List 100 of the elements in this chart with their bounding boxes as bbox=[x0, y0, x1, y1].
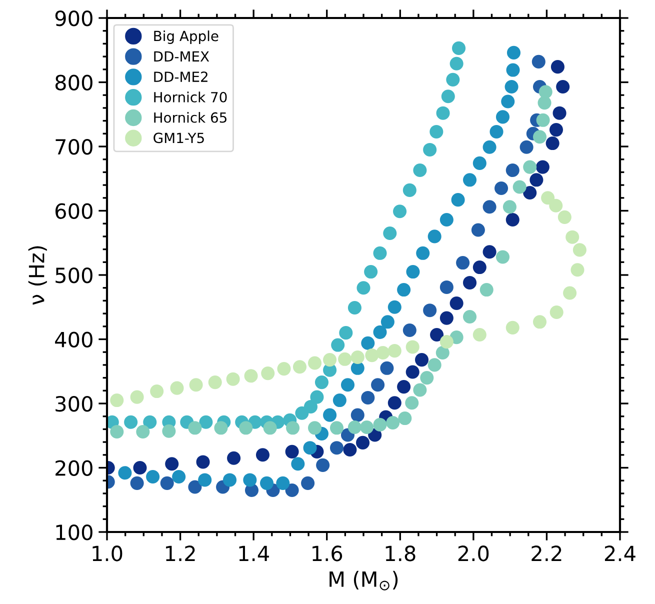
point bbox=[549, 123, 564, 137]
x-tick-label: 1.0 bbox=[92, 546, 122, 562]
point bbox=[546, 136, 560, 150]
point bbox=[520, 140, 534, 154]
point bbox=[506, 320, 520, 334]
point bbox=[496, 110, 510, 124]
point bbox=[530, 173, 544, 187]
x-tick-label: 2.2 bbox=[532, 546, 562, 562]
y-tick-label: 300 bbox=[56, 396, 92, 412]
point bbox=[331, 338, 345, 352]
x-axis-title: M (M$_{⊙}$) bbox=[330, 570, 398, 590]
point bbox=[430, 124, 444, 138]
point bbox=[308, 421, 322, 435]
point bbox=[536, 113, 550, 127]
point bbox=[380, 315, 394, 329]
point bbox=[136, 425, 150, 439]
x-tick-label: 2.4 bbox=[604, 546, 636, 562]
point bbox=[308, 356, 322, 370]
point bbox=[330, 421, 344, 435]
point bbox=[402, 323, 416, 338]
point bbox=[162, 424, 176, 438]
point bbox=[532, 130, 547, 144]
point bbox=[348, 301, 362, 315]
y-tick-label: 700 bbox=[56, 138, 92, 155]
point bbox=[451, 193, 465, 207]
point bbox=[440, 280, 454, 294]
point bbox=[406, 365, 420, 379]
point bbox=[501, 94, 515, 108]
point bbox=[541, 191, 555, 205]
point bbox=[502, 200, 516, 214]
point bbox=[330, 441, 344, 455]
y-tick-label: 100 bbox=[56, 524, 92, 540]
point bbox=[398, 412, 412, 426]
y-tick-label: 500 bbox=[56, 267, 92, 284]
point bbox=[423, 304, 437, 318]
point bbox=[356, 281, 370, 295]
point bbox=[146, 470, 160, 484]
point bbox=[413, 383, 427, 397]
point bbox=[303, 441, 317, 455]
point bbox=[471, 223, 485, 237]
point bbox=[552, 106, 566, 120]
point bbox=[570, 263, 584, 277]
point bbox=[436, 106, 450, 120]
point bbox=[376, 346, 390, 360]
point bbox=[286, 421, 300, 435]
point bbox=[388, 396, 402, 410]
point bbox=[118, 466, 132, 480]
point bbox=[386, 416, 400, 430]
point bbox=[323, 408, 337, 422]
x-tick-label: 2.0 bbox=[458, 546, 489, 562]
point bbox=[506, 164, 520, 178]
legend-label: Hornick 70 bbox=[154, 92, 227, 102]
point bbox=[440, 311, 454, 325]
point bbox=[462, 276, 477, 290]
x-tick-label: 1.8 bbox=[386, 546, 416, 562]
point bbox=[291, 457, 305, 471]
point bbox=[423, 142, 437, 156]
point bbox=[339, 326, 353, 340]
point bbox=[393, 204, 407, 218]
point bbox=[124, 415, 138, 429]
point bbox=[480, 283, 494, 297]
point bbox=[364, 265, 378, 279]
point bbox=[414, 353, 429, 367]
point bbox=[472, 260, 486, 274]
point bbox=[558, 210, 572, 224]
point bbox=[428, 358, 442, 372]
legend-label: DD-MEX bbox=[154, 51, 210, 62]
point bbox=[160, 476, 174, 490]
point bbox=[402, 183, 416, 197]
point bbox=[285, 483, 299, 498]
point bbox=[285, 444, 299, 458]
y-tick-label: 200 bbox=[56, 460, 92, 476]
point bbox=[472, 156, 486, 170]
point bbox=[348, 420, 362, 434]
y-tick-label: 400 bbox=[55, 332, 92, 348]
point bbox=[360, 420, 374, 434]
point bbox=[496, 250, 510, 264]
point bbox=[373, 325, 387, 339]
point bbox=[405, 396, 419, 410]
point bbox=[130, 390, 144, 404]
point bbox=[550, 305, 564, 320]
point bbox=[416, 246, 430, 260]
point bbox=[413, 164, 427, 178]
point bbox=[441, 90, 455, 104]
point bbox=[361, 390, 375, 404]
point bbox=[566, 230, 580, 244]
point bbox=[532, 54, 546, 68]
point bbox=[276, 476, 290, 490]
x-tick-label: 1.2 bbox=[166, 546, 195, 562]
point bbox=[397, 283, 411, 297]
point bbox=[462, 310, 477, 324]
point bbox=[356, 436, 370, 450]
legend-label: Big Apple bbox=[154, 30, 218, 44]
point bbox=[133, 460, 147, 475]
point bbox=[222, 473, 237, 487]
point bbox=[323, 353, 337, 367]
point bbox=[314, 376, 328, 390]
point bbox=[456, 256, 470, 270]
point bbox=[536, 160, 550, 174]
point bbox=[150, 384, 164, 398]
